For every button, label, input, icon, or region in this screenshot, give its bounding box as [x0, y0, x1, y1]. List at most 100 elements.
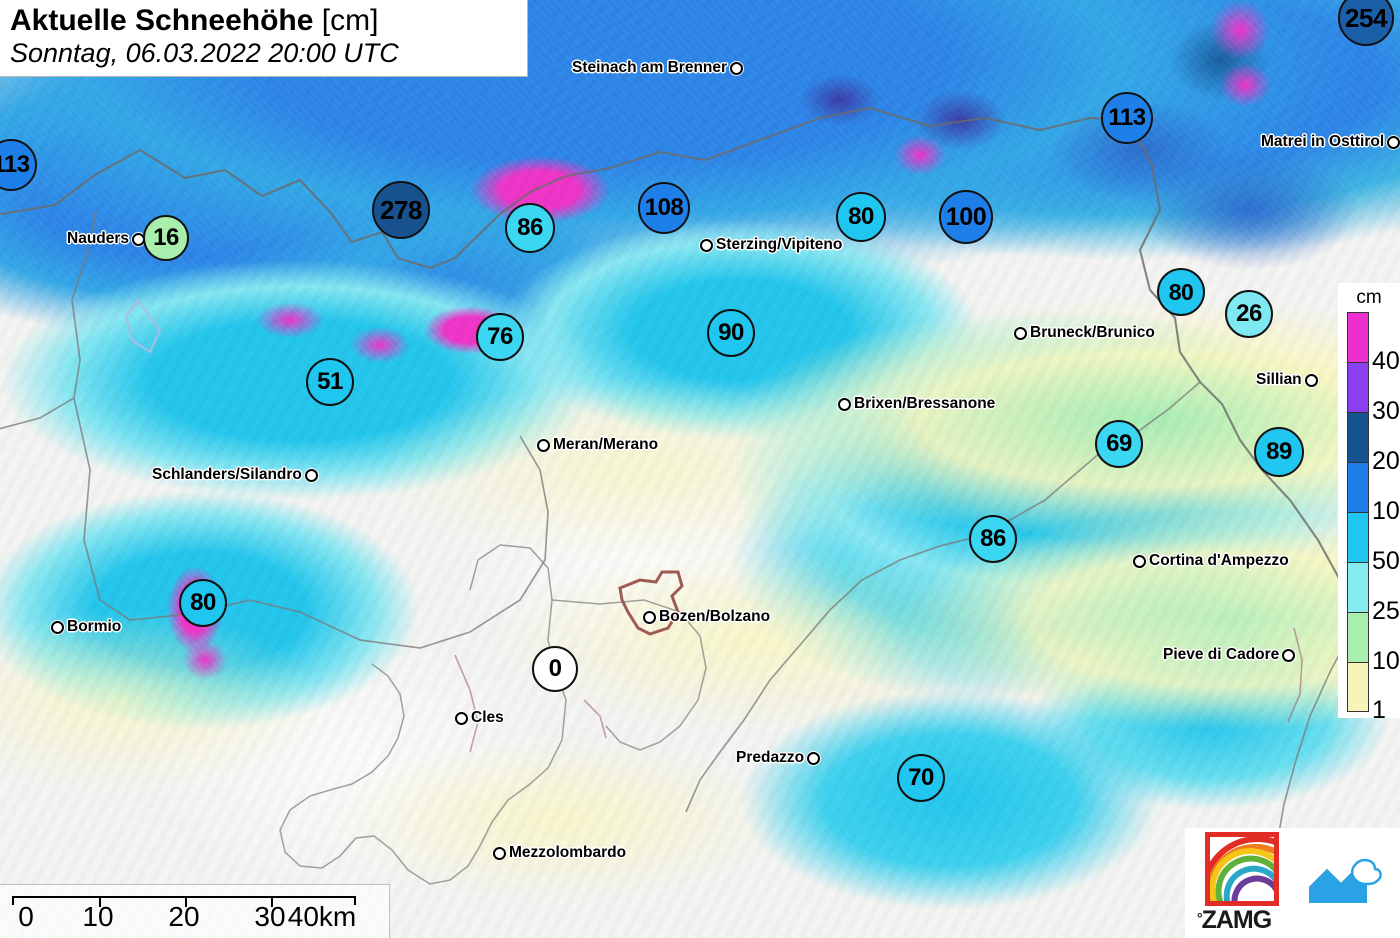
- river-path: [454, 627, 1303, 753]
- page-title: Aktuelle Schneehöhe [cm]: [10, 4, 517, 38]
- city-name: Schlanders/Silandro: [152, 466, 302, 483]
- station-value: 100: [945, 202, 987, 231]
- title-unit-text: [cm]: [321, 4, 379, 37]
- legend-unit-label: cm: [1356, 287, 1382, 308]
- city-label: Sterzing/Vipiteno: [700, 236, 842, 254]
- station-value: 113: [0, 151, 30, 178]
- city-point-icon: [537, 438, 550, 452]
- station-marker[interactable]: 86: [505, 203, 555, 253]
- legend-band: 25: [1347, 562, 1400, 624]
- station-marker[interactable]: 70: [897, 754, 945, 802]
- scale-bar-labels: 0 10 20 30 40km: [0, 903, 390, 937]
- city-point-icon: [807, 751, 821, 765]
- legend-band-label: 200: [1372, 447, 1400, 475]
- station-value: 76: [487, 323, 513, 350]
- city-label: Bormio: [51, 618, 121, 636]
- station-marker[interactable]: 100: [939, 190, 993, 244]
- province-border-path: [279, 544, 707, 885]
- city-name: Pieve di Cadore: [1163, 646, 1280, 663]
- station-value: 86: [517, 214, 543, 241]
- city-name: Brixen/Bressanone: [854, 395, 996, 412]
- station-value: 90: [718, 319, 744, 346]
- station-marker[interactable]: 90: [707, 309, 755, 357]
- city-point-icon: [838, 397, 851, 411]
- city-label: Nauders: [67, 230, 146, 248]
- scale-bar-rule: [12, 896, 356, 907]
- legend-band: 10: [1347, 612, 1400, 674]
- city-point-icon: [1282, 648, 1296, 662]
- station-value: 80: [190, 589, 216, 616]
- station-marker[interactable]: 86: [969, 515, 1017, 563]
- station-value: 51: [317, 368, 343, 395]
- city-name: Steinach am Brenner: [572, 59, 728, 76]
- station-marker[interactable]: 0: [532, 646, 578, 692]
- city-name: Meran/Merano: [553, 436, 659, 453]
- scale-tick: [98, 898, 102, 907]
- station-marker[interactable]: 80: [836, 192, 886, 242]
- city-name: Bozen/Bolzano: [659, 608, 771, 625]
- legend-band-label: 300: [1372, 397, 1400, 425]
- city-name: Bruneck/Brunico: [1030, 324, 1155, 341]
- legend-band-label: 100: [1372, 497, 1400, 525]
- legend-band: 100: [1347, 462, 1400, 524]
- city-name: Bormio: [67, 618, 122, 635]
- station-marker[interactable]: 254: [1338, 0, 1394, 46]
- city-label: Cortina d'Ampezzo: [1133, 552, 1289, 570]
- station-value: 80: [1168, 278, 1194, 305]
- city-label: Sillian: [1256, 371, 1318, 389]
- station-marker[interactable]: 89: [1254, 427, 1304, 477]
- scale-label: 20: [168, 901, 200, 932]
- station-value: 26: [1236, 300, 1262, 327]
- city-name: Predazzo: [736, 749, 805, 766]
- legend-band-label: 10: [1372, 647, 1400, 675]
- station-value: 108: [644, 194, 684, 221]
- city-point-icon: [1014, 326, 1027, 340]
- mountain-cloud-icon: [1309, 858, 1382, 903]
- city-label: Meran/Merano: [537, 436, 658, 454]
- scale-label: 40km: [287, 901, 357, 932]
- legend-band-label: 50: [1372, 547, 1400, 575]
- partner-mountain-logo[interactable]: [1295, 843, 1387, 923]
- glacier-outline: [124, 298, 162, 354]
- scale-label: 10: [82, 901, 114, 932]
- city-point-icon: [1387, 135, 1400, 149]
- city-label: Pieve di Cadore: [1163, 646, 1296, 664]
- scale-tick: [270, 898, 274, 907]
- zamg-degree-glyph: °: [1197, 910, 1203, 926]
- legend-band: 400: [1347, 312, 1400, 374]
- map-timestamp: Sonntag, 06.03.2022 20:00 UTC: [10, 37, 399, 68]
- bozen-municipal-boundary: [618, 570, 684, 636]
- station-value: 16: [153, 224, 179, 251]
- station-value: 69: [1106, 430, 1132, 457]
- city-label: Bruneck/Brunico: [1014, 324, 1155, 342]
- city-point-icon: [51, 620, 64, 634]
- station-marker[interactable]: 108: [638, 182, 690, 234]
- city-label: Predazzo: [736, 749, 821, 767]
- legend-band-label: 25: [1372, 597, 1400, 625]
- station-marker[interactable]: 51: [306, 358, 354, 406]
- scale-label: 30: [254, 901, 286, 932]
- station-marker[interactable]: 69: [1095, 420, 1143, 468]
- station-marker[interactable]: 80: [1157, 268, 1205, 316]
- legend-band: 50: [1347, 512, 1400, 574]
- city-label: Schlanders/Silandro: [152, 466, 318, 484]
- station-marker[interactable]: 80: [179, 579, 227, 627]
- station-marker[interactable]: 113: [1101, 92, 1153, 144]
- station-value: 89: [1266, 438, 1292, 465]
- station-marker[interactable]: 278: [372, 181, 430, 239]
- zamg-logo[interactable]: °ZAMG: [1191, 828, 1295, 938]
- city-label: Brixen/Bressanone: [838, 395, 995, 413]
- city-point-icon: [1304, 373, 1318, 387]
- station-marker[interactable]: 16: [143, 215, 189, 261]
- scale-bar: 0 10 20 30 40km: [0, 884, 390, 938]
- city-point-icon: [493, 846, 506, 860]
- station-value: 86: [980, 525, 1006, 552]
- city-label: Bozen/Bolzano: [643, 608, 770, 626]
- station-marker[interactable]: 76: [476, 313, 524, 361]
- city-name: Nauders: [67, 230, 130, 247]
- zamg-rainbow-icon: [1205, 832, 1279, 906]
- legend-scale: 400 300 200 100 50 25 10 1: [1347, 312, 1400, 723]
- legend-colorbar[interactable]: cm 400 300 200 100 50 25 10 1: [1338, 283, 1400, 723]
- station-marker[interactable]: 26: [1225, 290, 1273, 338]
